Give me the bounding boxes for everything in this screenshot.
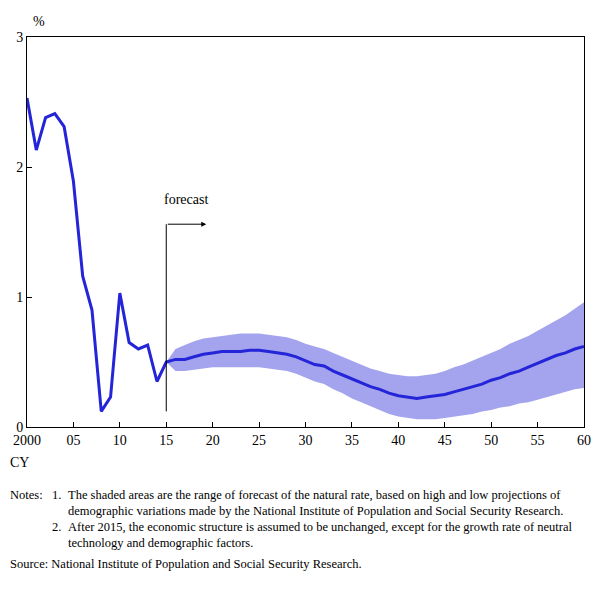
svg-text:55: 55 xyxy=(531,433,545,448)
svg-text:35: 35 xyxy=(345,433,359,448)
svg-text:25: 25 xyxy=(252,433,266,448)
svg-text:1: 1 xyxy=(16,290,23,305)
svg-text:20: 20 xyxy=(206,433,220,448)
svg-text:2000: 2000 xyxy=(13,433,41,448)
svg-text:30: 30 xyxy=(299,433,313,448)
svg-text:10: 10 xyxy=(113,433,127,448)
svg-text:45: 45 xyxy=(438,433,452,448)
html-text:The shaded areas are the range: The shaded areas are the range of foreca… xyxy=(68,488,564,518)
svg-text:50: 50 xyxy=(484,433,498,448)
html-text:Source: National Institute of: Source: National Institute of Population… xyxy=(10,557,362,571)
svg-text:forecast: forecast xyxy=(164,192,208,207)
svg-text:15: 15 xyxy=(159,433,173,448)
svg-text:%: % xyxy=(33,14,45,29)
html-text:After 2015, the economic struc: After 2015, the economic structure is as… xyxy=(68,520,572,550)
svg-text:0: 0 xyxy=(16,420,23,435)
svg-text:05: 05 xyxy=(66,433,80,448)
svg-text:60: 60 xyxy=(577,433,591,448)
html-text:Notes:: Notes: xyxy=(10,488,43,502)
html-text:1.: 1. xyxy=(52,488,62,502)
svg-text:CY: CY xyxy=(10,455,29,470)
svg-text:40: 40 xyxy=(391,433,405,448)
svg-text:2: 2 xyxy=(16,160,23,175)
html-text:2.: 2. xyxy=(52,520,62,534)
svg-text:3: 3 xyxy=(16,30,23,45)
